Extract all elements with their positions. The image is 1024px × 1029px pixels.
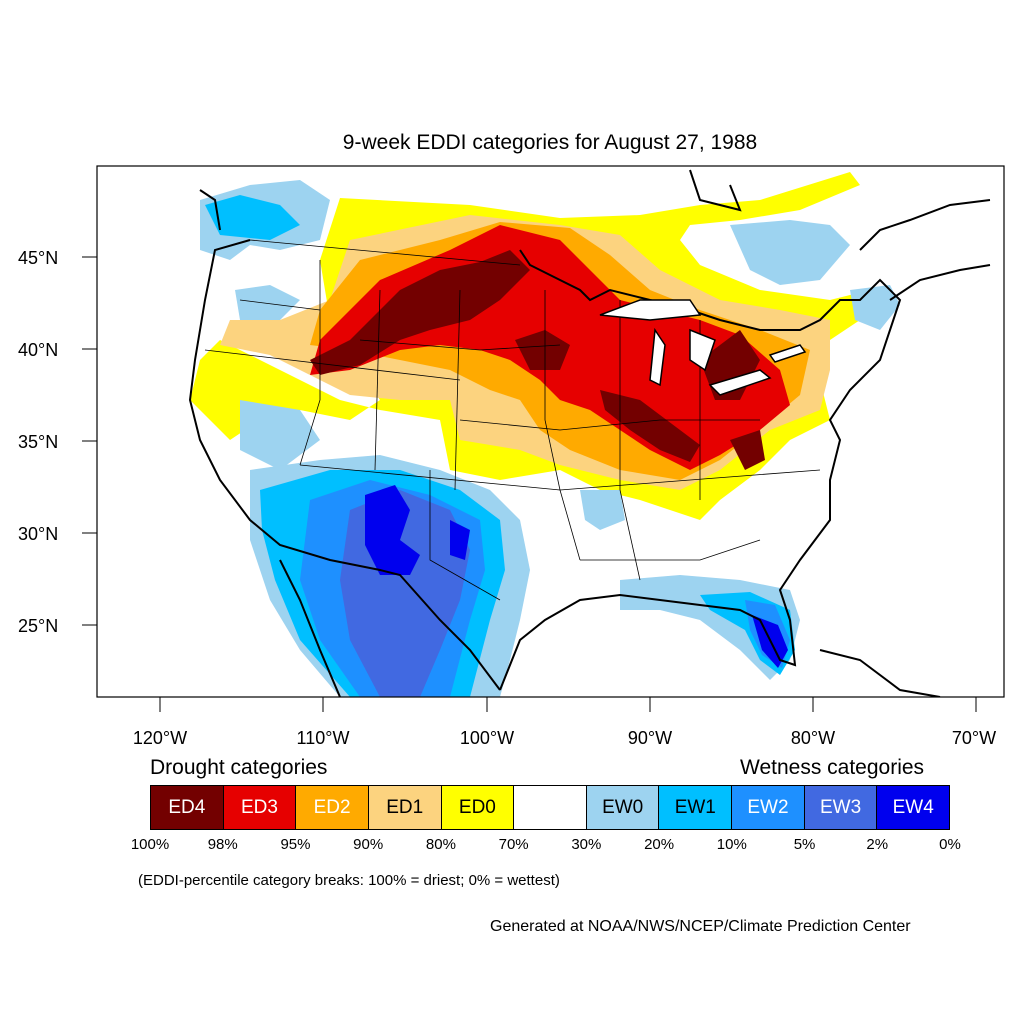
drought-heading: Drought categories [150, 756, 328, 779]
map-title: 9-week EDDI categories for August 27, 19… [342, 131, 758, 154]
legend-swatch: ED3 [223, 786, 297, 829]
lat-label: 45°N [18, 248, 58, 268]
lat-label: 30°N [18, 524, 58, 544]
legend-break-label: 2% [866, 836, 889, 853]
lon-axis: 120°W 110°W 100°W 90°W 80°W 70°W [133, 697, 996, 748]
legend-swatch [514, 786, 587, 829]
region-ew0-ne [580, 220, 900, 530]
legend-break-label: 100% [130, 836, 170, 853]
legend-break-label: 5% [793, 836, 816, 853]
legend-swatch: ED1 [368, 786, 442, 829]
wetness-heading: Wetness categories [740, 756, 925, 779]
lon-label: 80°W [791, 728, 835, 748]
lat-axis: 45°N 40°N 35°N 30°N 25°N [18, 248, 97, 636]
region-ew0-nw [200, 180, 330, 470]
lat-label: 35°N [18, 432, 58, 452]
legend-swatch: EW2 [732, 786, 805, 829]
legend-break-label: 90% [353, 836, 384, 853]
legend-swatch: EW3 [804, 786, 878, 829]
legend-break-label: 20% [644, 836, 675, 853]
legend-swatch: ED4 [151, 786, 224, 829]
region-ed4 [310, 250, 530, 375]
legend-swatch: ED0 [441, 786, 515, 829]
lon-label: 100°W [460, 728, 514, 748]
lon-label: 90°W [628, 728, 672, 748]
legend-break-label: 80% [425, 836, 456, 853]
legend-note: (EDDI-percentile category breaks: 100% =… [138, 872, 560, 889]
legend-swatch: EW4 [877, 786, 950, 829]
lon-label: 70°W [952, 728, 996, 748]
region-ew1-nw [205, 195, 300, 240]
legend-swatch: EW1 [659, 786, 733, 829]
mexico-coast [279, 559, 941, 697]
map-frame [96, 165, 1005, 698]
great-lakes [599, 299, 807, 396]
legend-break-label: 10% [716, 836, 747, 853]
lat-label: 25°N [18, 616, 58, 636]
legend-break-label: 30% [571, 836, 602, 853]
lon-label: 120°W [133, 728, 187, 748]
legend-swatch: ED2 [296, 786, 369, 829]
legend-break-label: 0% [939, 836, 961, 853]
legend-break-label: 98% [207, 836, 238, 853]
lon-label: 110°W [297, 728, 350, 748]
lat-label: 40°N [18, 340, 58, 360]
credit-line: Generated at NOAA/NWS/NCEP/Climate Predi… [490, 918, 911, 935]
legend-swatch: EW0 [586, 786, 660, 829]
region-ew4-sw [365, 485, 470, 575]
legend-break-label: 70% [498, 836, 529, 853]
legend-colorbar: ED4 ED3 ED2 ED1 ED0 EW0 EW1 EW2 EW3 EW4 [150, 785, 950, 830]
legend-break-label: 95% [280, 836, 311, 853]
canada-coast [199, 169, 991, 301]
